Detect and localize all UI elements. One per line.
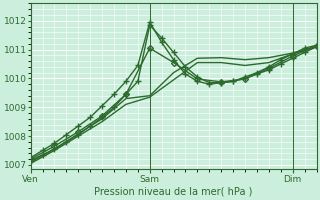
X-axis label: Pression niveau de la mer( hPa ): Pression niveau de la mer( hPa ) xyxy=(94,187,253,197)
